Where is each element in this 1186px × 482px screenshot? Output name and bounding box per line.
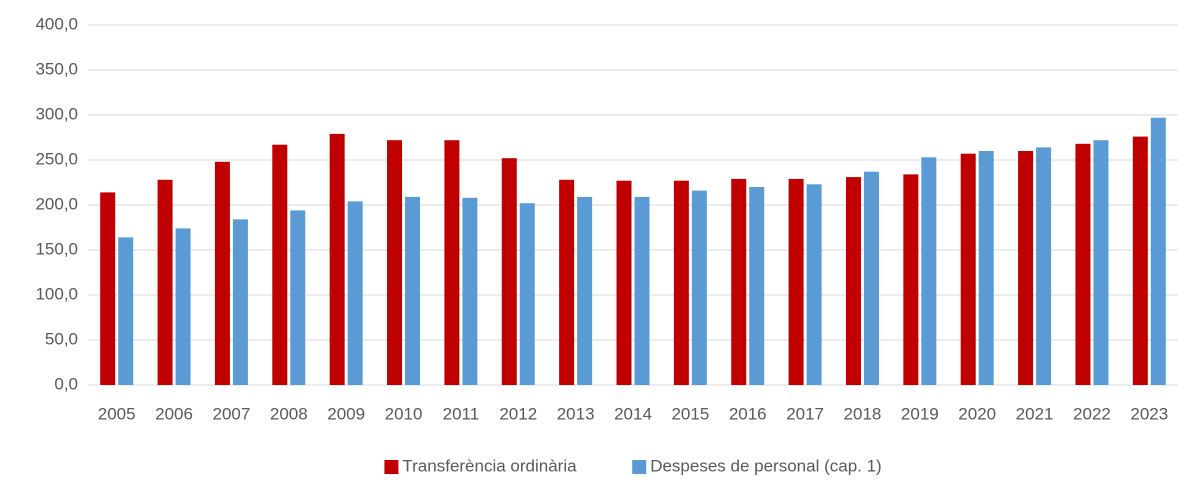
x-tick-label: 2017 <box>786 404 824 423</box>
bar <box>1150 117 1166 385</box>
x-tick-label: 2018 <box>844 404 882 423</box>
bar <box>175 228 191 385</box>
x-tick-label: 2019 <box>901 404 939 423</box>
bar <box>749 187 765 385</box>
bar <box>673 180 689 385</box>
x-tick-label: 2009 <box>327 404 365 423</box>
bar <box>731 178 747 385</box>
x-tick-label: 2016 <box>729 404 767 423</box>
bar <box>347 201 363 385</box>
bar <box>157 179 173 385</box>
y-tick-label: 200,0 <box>35 194 78 213</box>
bar <box>1132 136 1148 385</box>
bar <box>232 219 248 385</box>
bar <box>634 196 650 385</box>
bar <box>329 133 345 385</box>
x-tick-label: 2022 <box>1073 404 1111 423</box>
x-tick-label: 2012 <box>499 404 537 423</box>
x-tick-label: 2014 <box>614 404 652 423</box>
legend-label: Transferència ordinària <box>402 456 577 475</box>
bar <box>272 144 288 385</box>
x-tick-label: 2005 <box>98 404 136 423</box>
bar <box>921 157 937 385</box>
x-tick-label: 2023 <box>1130 404 1168 423</box>
x-tick-label: 2006 <box>155 404 193 423</box>
bar <box>960 153 976 385</box>
bar <box>405 196 421 385</box>
y-tick-label: 350,0 <box>35 59 78 78</box>
bar <box>616 180 632 385</box>
y-tick-label: 150,0 <box>35 239 78 258</box>
bar <box>387 140 403 385</box>
bar <box>845 177 861 385</box>
y-tick-label: 250,0 <box>35 149 78 168</box>
bar <box>519 203 535 385</box>
legend-swatch <box>384 460 399 474</box>
x-tick-label: 2008 <box>270 404 308 423</box>
bar <box>559 179 575 385</box>
x-tick-label: 2010 <box>385 404 423 423</box>
bar <box>118 237 134 385</box>
bar <box>1075 143 1091 385</box>
bar <box>788 178 804 385</box>
y-tick-label: 0,0 <box>54 374 78 393</box>
bar <box>462 197 478 385</box>
bar <box>290 210 306 385</box>
x-tick-label: 2011 <box>443 404 480 423</box>
bar <box>1036 147 1052 385</box>
bar <box>978 151 994 385</box>
bar <box>806 184 822 385</box>
bar <box>1018 151 1034 385</box>
bar <box>863 171 879 385</box>
y-tick-label: 400,0 <box>35 14 78 33</box>
bar <box>577 196 593 385</box>
y-tick-label: 50,0 <box>45 329 78 348</box>
y-tick-label: 100,0 <box>35 284 78 303</box>
bar <box>501 158 517 385</box>
x-tick-label: 2015 <box>671 404 709 423</box>
x-tick-label: 2007 <box>213 404 251 423</box>
bar <box>214 161 230 385</box>
bar <box>1093 140 1109 385</box>
x-tick-label: 2020 <box>958 404 996 423</box>
legend-swatch <box>632 460 647 474</box>
bar <box>691 190 707 385</box>
y-tick-label: 300,0 <box>35 104 78 123</box>
bar <box>444 140 460 385</box>
x-tick-label: 2013 <box>557 404 595 423</box>
legend-label: Despeses de personal (cap. 1) <box>650 456 882 475</box>
x-tick-label: 2021 <box>1016 404 1054 423</box>
bar <box>100 192 116 385</box>
bar <box>903 174 919 385</box>
